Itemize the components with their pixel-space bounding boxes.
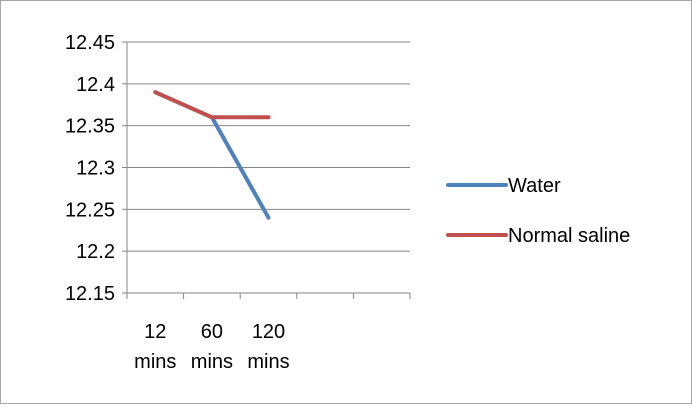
y-tick-labels: 12.45 12.4 12.35 12.3 12.25 12.2 12.15 — [65, 32, 115, 305]
series-lines — [153, 90, 271, 220]
x-tick-label: 120 mins — [247, 321, 289, 373]
x-tick-label: 12 mins — [134, 321, 176, 373]
series-line-water — [153, 90, 271, 220]
x-tick-labels: 12 mins 60 mins 120 mins — [134, 321, 289, 373]
y-tick-label: 12.35 — [65, 116, 115, 138]
y-tick-label: 12.4 — [76, 74, 115, 96]
legend-label: Normal saline — [508, 225, 630, 247]
axes — [122, 41, 411, 299]
y-tick-label: 12.3 — [76, 158, 115, 180]
x-tick-label: 60 mins — [191, 321, 233, 373]
y-tick-label: 12.2 — [76, 241, 115, 263]
gridlines — [127, 41, 410, 252]
y-tick-label: 12.25 — [65, 199, 115, 221]
series-line-normal-saline — [153, 90, 271, 120]
y-tick-label: 12.45 — [65, 32, 115, 54]
y-tick-label: 12.15 — [65, 283, 115, 305]
legend: Water Normal saline — [446, 175, 630, 247]
legend-label: Water — [508, 175, 561, 197]
